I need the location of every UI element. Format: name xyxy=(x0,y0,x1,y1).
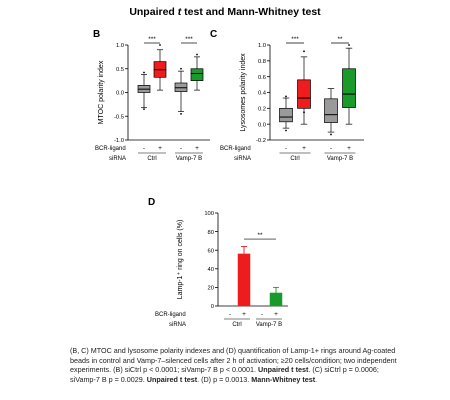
ligand-sign: - xyxy=(261,311,263,318)
significance-label: ** xyxy=(337,36,343,43)
box-2 xyxy=(153,44,167,91)
outlier-point xyxy=(285,95,287,98)
group-label: Vamp-7 B xyxy=(327,156,353,162)
caption-part: . (D) p = 0.0013. xyxy=(197,374,252,384)
chart-panel-D: D 0 20 40 60 80 100 Lamp-1⁺ ring on cells (%) **… xyxy=(148,197,288,328)
box-body xyxy=(279,107,293,123)
y-tick-label: 0.4 xyxy=(258,91,267,97)
outlier-point xyxy=(180,112,182,115)
row-label-sirna: siRNA xyxy=(109,156,126,162)
outlier-point xyxy=(143,108,145,111)
title-plain: Unpaired xyxy=(129,6,178,18)
group-label: Ctrl xyxy=(232,322,241,328)
box-1 xyxy=(279,95,293,132)
bar-4 xyxy=(269,286,283,307)
y-tick-label: 0.8 xyxy=(258,59,266,65)
outlier-point xyxy=(196,53,198,56)
outlier-point xyxy=(285,129,287,132)
y-tick-label: 40 xyxy=(208,267,214,273)
bar xyxy=(269,292,283,307)
row-label-bcr-ligand: BCR-ligand xyxy=(155,312,186,318)
outlier-point xyxy=(330,133,332,136)
y-axis-label: MTOC polarity index xyxy=(98,60,105,124)
box-1 xyxy=(137,71,151,111)
chart-panel-B: B -1.0 -0.5 0.0 0.5 1.0 MTOC polarity index ***… xyxy=(93,29,210,162)
y-tick-label: -1.0 xyxy=(114,138,124,144)
y-tick-label: 0.6 xyxy=(258,75,266,81)
y-tick-label: 0.0 xyxy=(258,122,266,128)
ligand-sign: + xyxy=(274,311,278,318)
y-tick-label: 20 xyxy=(208,286,214,292)
y-axis-label: Lysosomes polarity index xyxy=(240,53,247,132)
y-tick-label: 80 xyxy=(208,230,214,236)
group-label: Ctrl xyxy=(290,156,299,162)
box-2 xyxy=(297,50,311,125)
y-tick-label: 0.2 xyxy=(258,107,266,113)
caption-part: . (C) siCtrl p = 0.0006; siVamp-7 B p = … xyxy=(70,365,379,384)
ligand-sign: + xyxy=(347,145,351,152)
box-body xyxy=(190,68,204,81)
group-label: Vamp-7 B xyxy=(256,322,282,328)
outlier-point xyxy=(143,71,145,74)
y-tick-label: 60 xyxy=(208,248,214,254)
significance-label: *** xyxy=(291,36,299,43)
row-label-sirna: siRNA xyxy=(169,322,186,328)
bar-2 xyxy=(237,246,251,307)
y-tick-label: 0 xyxy=(211,304,214,310)
title-rest: test and Mann-Whitney test xyxy=(181,6,321,18)
bar xyxy=(237,253,251,307)
title-italic: t xyxy=(177,6,182,18)
caption-part: . xyxy=(315,374,318,384)
box-4 xyxy=(342,44,356,125)
panel-letter: C xyxy=(210,29,217,40)
ligand-sign: - xyxy=(180,145,182,152)
outlier-point xyxy=(180,67,182,70)
group-label: Ctrl xyxy=(147,156,156,162)
row-label-bcr-ligand: BCR-ligand xyxy=(95,146,126,152)
panel-letter: B xyxy=(93,29,100,40)
y-tick-label: 0.5 xyxy=(116,67,124,73)
significance-label: *** xyxy=(148,36,156,43)
group-label: Vamp-7 B xyxy=(176,156,202,162)
y-tick-label: 1.0 xyxy=(116,43,124,49)
box-body xyxy=(297,79,311,109)
box-body xyxy=(342,68,356,108)
box-body xyxy=(324,98,338,123)
y-tick-label: 100 xyxy=(204,211,214,217)
ligand-sign: + xyxy=(158,145,162,152)
box-3 xyxy=(174,67,188,115)
ligand-sign: + xyxy=(242,311,246,318)
outlier-point xyxy=(348,44,350,46)
y-axis-label: Lamp-1⁺ ring on cells (%) xyxy=(177,220,184,300)
panel-letter: D xyxy=(148,197,155,208)
ligand-sign: - xyxy=(330,145,332,152)
ligand-sign: + xyxy=(302,145,306,152)
page-title: Unpaired t test and Mann-Whitney test xyxy=(0,6,450,18)
figure-caption: (B, C) MTOC and lysosome polarity indexe… xyxy=(70,346,400,384)
outlier-point xyxy=(303,50,305,53)
ligand-sign: - xyxy=(285,145,287,152)
y-tick-label: 1.0 xyxy=(258,43,266,49)
caption-part-bold: Unpaired t test xyxy=(146,374,198,384)
caption-part-bold: Unpaired t test xyxy=(258,365,309,374)
box-4 xyxy=(190,53,204,91)
y-tick-label: -0.2 xyxy=(256,138,266,144)
caption-part: (B, C) MTOC and lysosome polarity indexe… xyxy=(70,346,397,374)
outlier-point xyxy=(159,44,161,46)
chart-panel-C: C -0.2 0.0 0.2 0.4 0.6 0.8 1.0 Lysosomes polarit… xyxy=(210,29,364,162)
significance-label: *** xyxy=(185,36,193,43)
y-tick-label: 0.0 xyxy=(116,91,124,97)
y-tick-label: -0.5 xyxy=(114,114,124,120)
row-label-bcr-ligand: BCR-ligand xyxy=(220,146,251,152)
row-label-sirna: siRNA xyxy=(234,156,251,162)
ligand-sign: - xyxy=(143,145,145,152)
ligand-sign: - xyxy=(229,311,231,318)
caption-part-bold: Mann-Whitney test xyxy=(251,374,316,384)
outlier-point xyxy=(303,111,305,114)
box-3 xyxy=(324,88,338,136)
ligand-sign: + xyxy=(195,145,199,152)
significance-label: ** xyxy=(257,232,263,239)
